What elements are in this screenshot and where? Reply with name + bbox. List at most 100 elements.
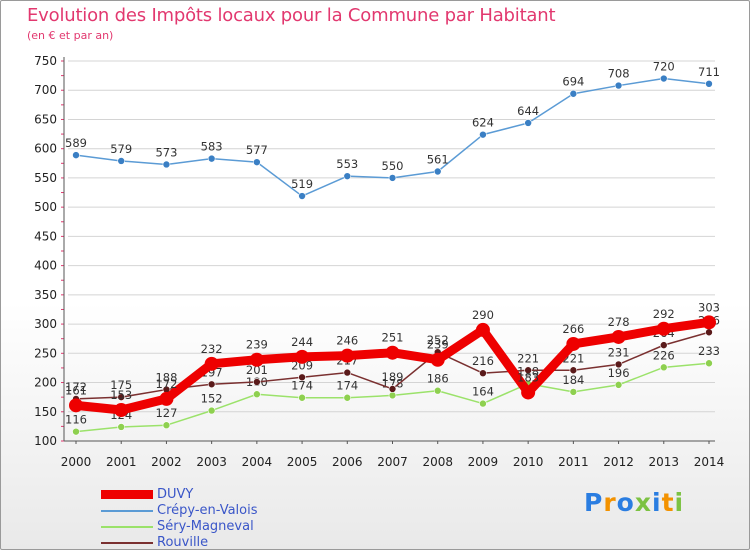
data-label-duvy: 290	[472, 308, 494, 322]
data-label-duvy: 153	[110, 388, 132, 402]
data-label-sery-magneval: 116	[65, 413, 87, 427]
data-label-duvy: 239	[246, 338, 268, 352]
data-label-duvy: 303	[698, 300, 720, 314]
legend-swatch-rouville	[101, 542, 153, 544]
data-label-rouville: 188	[155, 371, 177, 385]
data-point-sery-magneval	[298, 393, 306, 402]
y-tick-label-450: 450	[34, 229, 57, 243]
data-point-crepy-en-valois	[614, 81, 623, 90]
data-point-rouville	[569, 366, 578, 375]
data-point-rouville	[524, 366, 532, 375]
logo-letter: i	[652, 488, 662, 517]
data-label-duvy: 172	[155, 377, 177, 391]
data-point-crepy-en-valois	[705, 80, 713, 88]
data-point-duvy	[69, 398, 83, 413]
data-point-sery-magneval	[162, 421, 171, 430]
logo-letter: i	[674, 488, 685, 517]
data-label-rouville: 201	[246, 363, 268, 377]
legend-swatch-crepy	[101, 510, 153, 512]
x-tick-label-2006: 2006	[332, 455, 363, 469]
data-point-rouville	[253, 378, 261, 386]
y-tick-label-650: 650	[34, 112, 57, 126]
y-tick-label-250: 250	[34, 346, 57, 360]
data-point-sery-magneval	[569, 388, 578, 396]
data-label-crepy-en-valois: 624	[472, 116, 494, 130]
data-label-sery-magneval: 174	[291, 379, 313, 393]
data-point-crepy-en-valois	[298, 192, 306, 200]
logo-letter: o	[616, 488, 635, 517]
data-point-crepy-en-valois	[253, 158, 261, 166]
data-label-crepy-en-valois: 644	[517, 104, 539, 118]
data-label-sery-magneval: 164	[472, 385, 494, 399]
data-label-sery-magneval: 127	[155, 406, 177, 420]
data-point-sery-magneval	[705, 359, 713, 368]
data-label-duvy: 244	[291, 335, 313, 349]
data-point-duvy	[430, 352, 445, 367]
x-tick-label-2008: 2008	[422, 455, 453, 469]
y-tick-label-750: 750	[34, 54, 57, 68]
y-tick-label-600: 600	[34, 142, 57, 156]
data-label-duvy: 232	[201, 342, 223, 356]
data-label-rouville: 231	[608, 345, 630, 359]
data-label-sery-magneval: 233	[698, 344, 720, 358]
x-tick-label-2014: 2014	[694, 455, 725, 469]
data-label-crepy-en-valois: 711	[698, 65, 720, 79]
data-point-duvy	[340, 348, 355, 363]
data-label-rouville: 189	[382, 370, 404, 384]
data-label-duvy: 292	[653, 307, 675, 321]
y-tick-label-550: 550	[34, 171, 57, 185]
x-tick-label-2012: 2012	[603, 455, 634, 469]
data-point-crepy-en-valois	[117, 157, 126, 165]
data-label-sery-magneval: 152	[201, 392, 223, 406]
data-point-rouville	[659, 341, 668, 349]
data-label-rouville: 175	[110, 378, 132, 392]
y-tick-label-700: 700	[34, 83, 57, 97]
data-label-crepy-en-valois: 579	[110, 142, 132, 156]
legend-label-sery: Séry-Magneval	[157, 519, 254, 534]
data-point-sery-magneval	[433, 386, 442, 395]
data-label-duvy: 251	[382, 331, 404, 345]
proxiti-logo: Proxiti	[584, 488, 684, 517]
chart-subtitle: (en € et par an)	[27, 29, 114, 42]
data-point-duvy	[114, 403, 129, 418]
data-point-sery-magneval	[659, 363, 668, 372]
legend-swatch-duvy	[101, 490, 153, 499]
data-label-rouville: 209	[291, 358, 313, 372]
data-point-crepy-en-valois	[72, 151, 80, 159]
y-tick-label-500: 500	[34, 200, 57, 214]
x-tick-label-2013: 2013	[649, 455, 680, 469]
data-label-crepy-en-valois: 589	[65, 136, 87, 150]
data-point-duvy	[656, 321, 671, 336]
data-point-duvy	[475, 322, 490, 337]
data-label-rouville: 172	[65, 380, 87, 394]
data-label-crepy-en-valois: 553	[336, 157, 358, 171]
data-point-rouville	[117, 393, 126, 401]
data-point-sery-magneval	[479, 399, 487, 408]
data-label-duvy: 278	[608, 315, 630, 329]
data-label-sery-magneval: 184	[562, 373, 584, 387]
data-point-crepy-en-valois	[524, 119, 532, 127]
data-point-crepy-en-valois	[162, 160, 171, 169]
data-point-rouville	[343, 368, 352, 377]
data-point-duvy	[204, 356, 219, 371]
data-point-rouville	[298, 373, 306, 382]
data-point-duvy	[566, 336, 581, 351]
data-point-duvy	[249, 352, 264, 367]
data-point-sery-magneval	[72, 427, 80, 436]
data-point-sery-magneval	[207, 406, 216, 415]
data-label-duvy: 161	[65, 383, 87, 397]
data-label-crepy-en-valois: 573	[155, 145, 177, 159]
data-point-duvy	[611, 329, 626, 344]
logo-letter: x	[634, 488, 652, 517]
data-label-duvy: 246	[336, 334, 358, 348]
y-tick-label-400: 400	[34, 259, 57, 273]
logo-letter: r	[603, 488, 617, 517]
data-label-sery-magneval: 196	[608, 366, 630, 380]
logo-letter: P	[584, 488, 604, 517]
y-tick-label-100: 100	[34, 434, 57, 448]
x-tick-label-2003: 2003	[196, 455, 227, 469]
legend-label-rouville: Rouville	[157, 535, 209, 550]
data-point-crepy-en-valois	[569, 89, 578, 98]
